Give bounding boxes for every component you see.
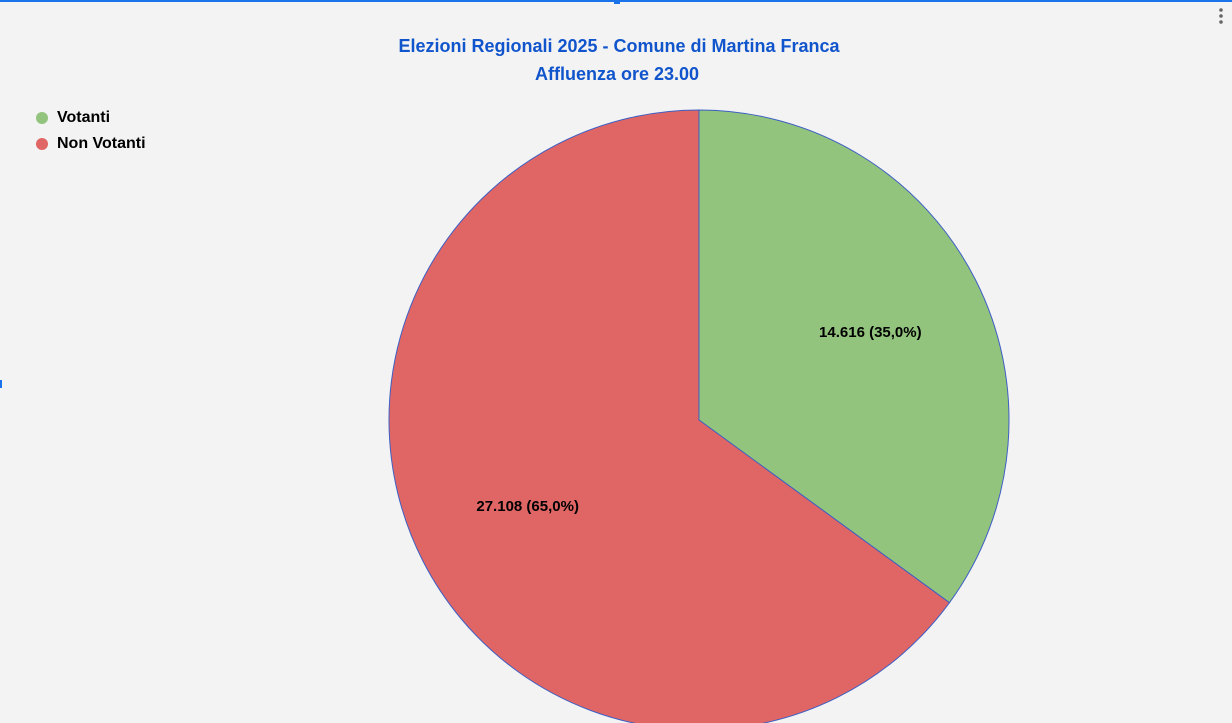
menu-button[interactable] (1219, 8, 1223, 24)
legend-label: Non Votanti (57, 135, 146, 152)
resize-handle (0, 380, 2, 388)
pie-slice (698, 109, 1010, 604)
value-label: 27.108 (65,0%) (476, 498, 579, 515)
legend-marker (36, 138, 48, 150)
chart-title: Elezioni Regionali 2025 - Comune di Mart… (398, 36, 840, 56)
chart-subtitle: Affluenza ore 23.00 (535, 64, 699, 84)
legend-label: Votanti (57, 109, 110, 126)
value-label: 14.616 (35,0%) (819, 324, 922, 341)
pie-slice (388, 109, 951, 723)
legend-marker (36, 112, 48, 124)
resize-handle (614, 0, 620, 4)
